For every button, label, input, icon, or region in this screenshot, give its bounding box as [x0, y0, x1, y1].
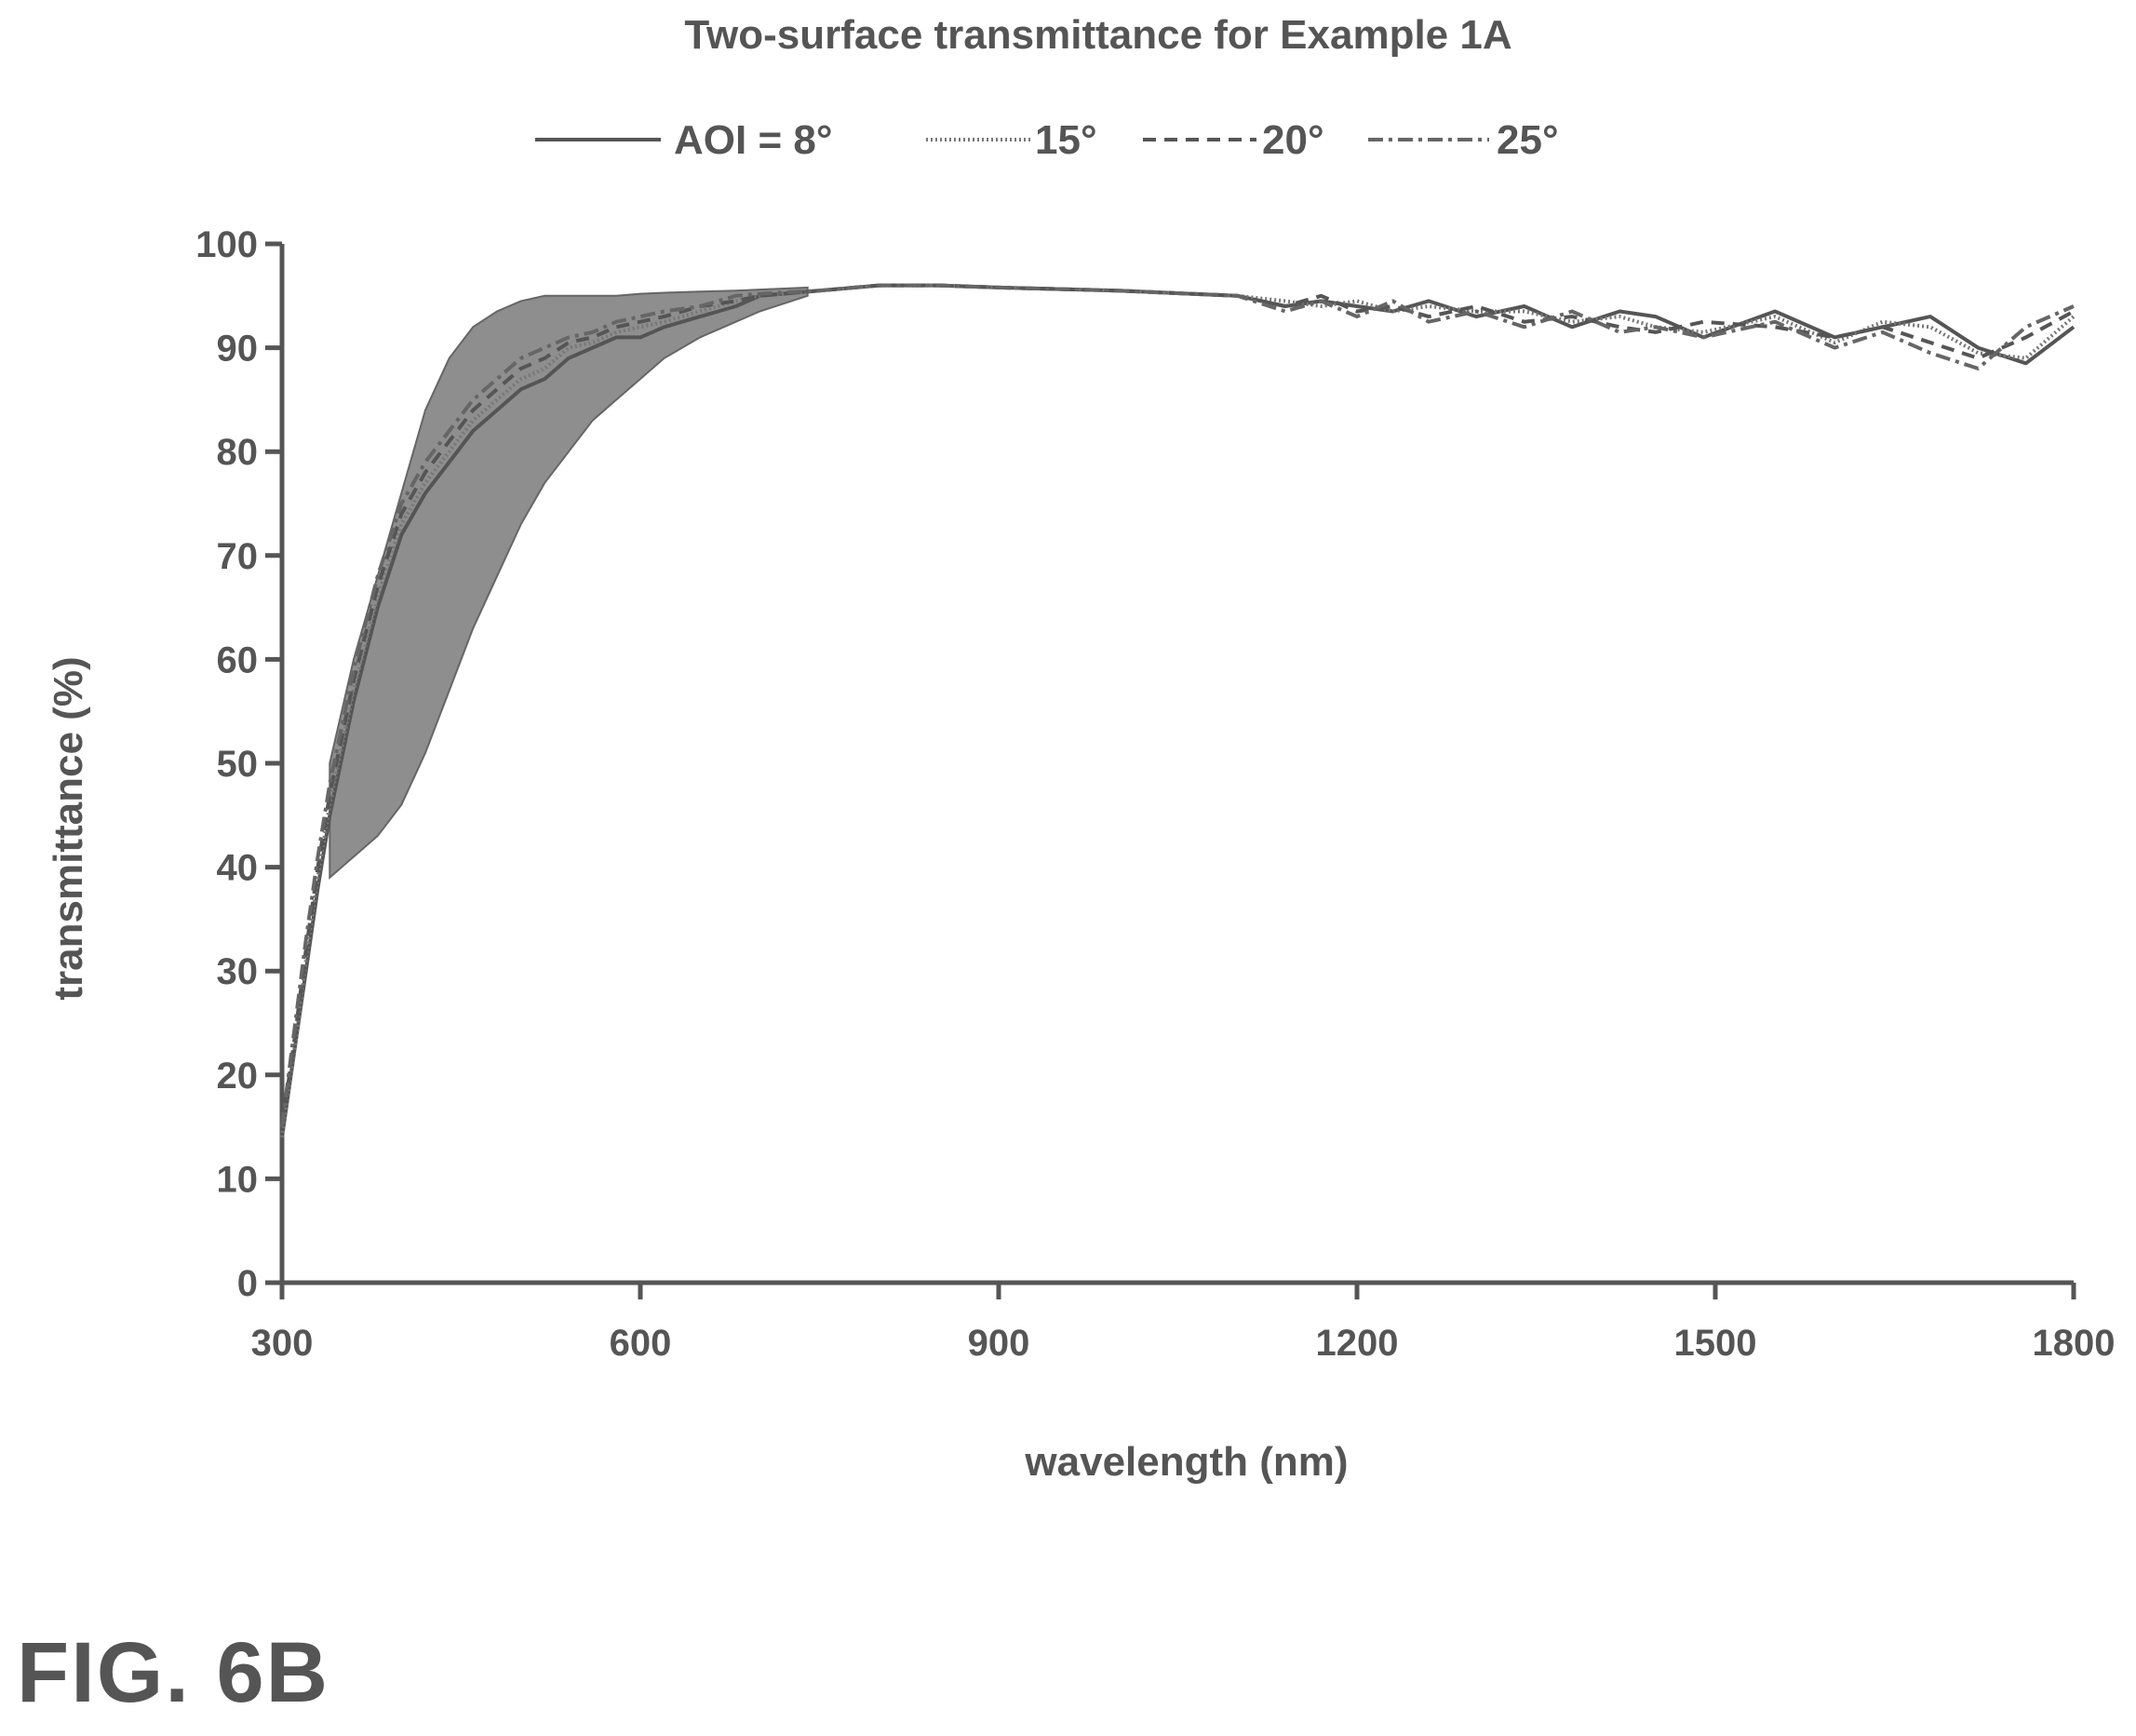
- y-tick-label-0: 0: [237, 1263, 258, 1304]
- x-tick-label-0: 300: [251, 1323, 314, 1364]
- y-tick-label-4: 40: [217, 848, 259, 889]
- legend-label-series-1: AOI = 8°: [674, 117, 832, 163]
- chart-title: Two-surface transmittance for Example 1A: [684, 12, 1511, 58]
- legend-item-series-1: AOI = 8°: [535, 117, 832, 163]
- figure-label: FIG. 6B: [17, 1625, 330, 1720]
- series-line-4: [280, 283, 2075, 1127]
- legend-item-series-4: 25°: [1368, 117, 1559, 163]
- y-tick-label-9: 90: [217, 329, 259, 370]
- legend-item-series-2: 15°: [926, 117, 1097, 163]
- x-axis-title: wavelength (nm): [1024, 1439, 1348, 1485]
- y-tick-label-7: 70: [217, 536, 259, 577]
- x-tick-label-2: 900: [968, 1323, 1030, 1364]
- y-tick-label-8: 80: [217, 432, 259, 473]
- plot-area: 0 10 20 30 40 50 60 70 80 90 100 300 600 900 1200 1500 1…: [195, 224, 2115, 1364]
- y-tick-label-1: 10: [217, 1159, 259, 1200]
- legend-label-series-2: 15°: [1035, 117, 1097, 163]
- y-tick-label-5: 50: [217, 744, 259, 785]
- x-tick-label-3: 1200: [1316, 1323, 1399, 1364]
- legend: AOI = 8° 15° 20° 25°: [535, 117, 1559, 163]
- legend-item-series-3: 20°: [1143, 117, 1324, 163]
- y-tick-label-2: 20: [217, 1056, 259, 1097]
- legend-label-series-4: 25°: [1497, 117, 1559, 163]
- oscillation-band: [329, 286, 809, 880]
- y-tick-label-10: 100: [195, 224, 258, 265]
- x-tick-label-1: 600: [610, 1323, 672, 1364]
- y-axis-title: transmittance (%): [46, 656, 91, 1000]
- x-tick-label-5: 1800: [2033, 1323, 2116, 1364]
- y-tick-label-6: 60: [217, 639, 259, 680]
- y-tick-label-3: 30: [217, 951, 259, 992]
- legend-label-series-3: 20°: [1262, 117, 1324, 163]
- series-line-2: [280, 283, 2076, 1138]
- x-tick-label-4: 1500: [1674, 1323, 1757, 1364]
